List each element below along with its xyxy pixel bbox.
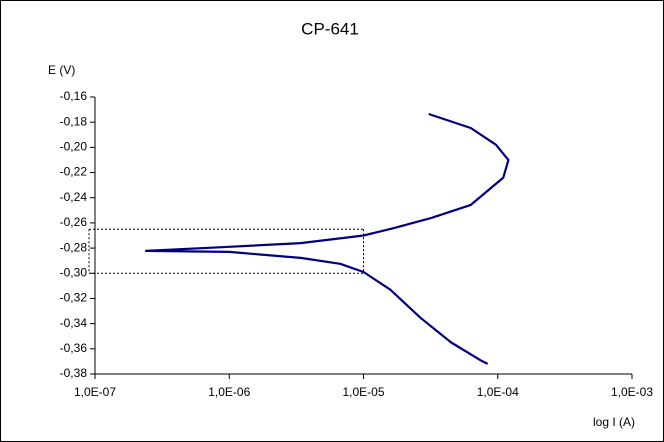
y-tick-label: -0,30	[60, 265, 88, 279]
x-tick-label: 1,0E-03	[611, 385, 653, 399]
x-tick-label: 1,0E-05	[342, 385, 384, 399]
y-tick-label: -0,16	[60, 89, 88, 103]
y-tick-label: -0,34	[60, 316, 88, 330]
y-tick-label: -0,28	[60, 240, 88, 254]
y-tick-label: -0,26	[60, 215, 88, 229]
y-tick-label: -0,20	[60, 140, 88, 154]
x-axis-label: log I (A)	[593, 415, 635, 429]
y-tick-label: -0,24	[60, 190, 88, 204]
y-axis-label: E (V)	[48, 63, 75, 77]
y-tick-label: -0,32	[60, 291, 88, 305]
y-tick-label: -0,36	[60, 341, 88, 355]
x-tick-label: 1,0E-04	[477, 385, 519, 399]
x-tick-label: 1,0E-07	[74, 385, 116, 399]
y-tick-label: -0,38	[60, 366, 88, 380]
y-tick-label: -0,22	[60, 165, 88, 179]
y-tick-label: -0,18	[60, 114, 88, 128]
chart-title: CP-641	[301, 19, 359, 38]
x-tick-label: 1,0E-06	[208, 385, 250, 399]
curve	[144, 112, 510, 365]
